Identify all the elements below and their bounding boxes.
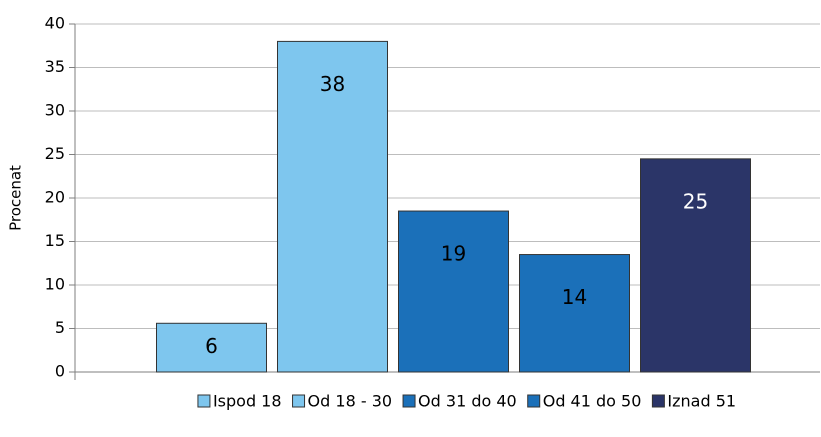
legend-label: Od 41 do 50 (543, 392, 642, 411)
legend-swatch (292, 394, 306, 408)
y-tick-label: 20 (45, 188, 65, 207)
y-tick-label: 35 (45, 57, 65, 76)
legend-swatch (197, 394, 211, 408)
legend-label: Od 18 - 30 (308, 392, 393, 411)
legend-label: Ispod 18 (213, 392, 282, 411)
legend-swatch (527, 394, 541, 408)
y-tick-label: 25 (45, 144, 65, 163)
y-tick-label: 5 (55, 318, 65, 337)
y-tick-label: 0 (55, 362, 65, 381)
bar (277, 40, 388, 373)
data-label: 19 (441, 242, 466, 266)
legend-label: Od 31 do 40 (418, 392, 517, 411)
data-label: 6 (205, 334, 218, 358)
y-tick-label: 30 (45, 101, 65, 120)
y-axis-label: Procenat (7, 165, 25, 231)
bar (640, 158, 751, 373)
legend-swatch (402, 394, 416, 408)
legend-swatch (651, 394, 665, 408)
y-tick-label: 15 (45, 231, 65, 250)
data-label: 25 (683, 189, 708, 213)
bar (398, 210, 509, 373)
data-label: 14 (562, 285, 587, 309)
bar (156, 322, 267, 373)
data-label: 38 (320, 72, 345, 96)
bar (519, 254, 630, 373)
legend-label: Iznad 51 (667, 392, 736, 411)
y-tick-label: 40 (45, 14, 65, 33)
y-tick-label: 10 (45, 275, 65, 294)
